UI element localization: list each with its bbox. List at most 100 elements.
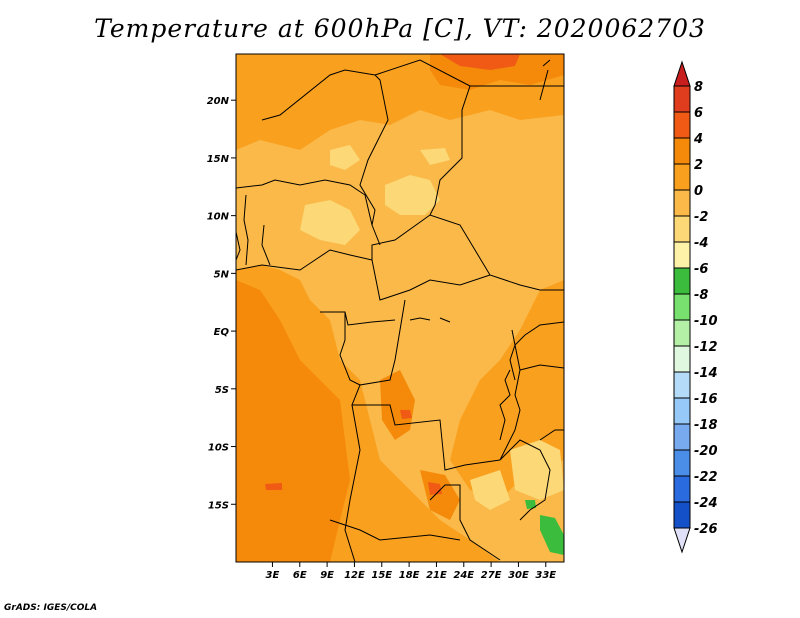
- field-band-minus2-to-0: [420, 148, 450, 165]
- longitude-axis: 3E 6E 9E 12E 15E 18E 21E 24E 27E 30E 33E: [266, 562, 556, 581]
- colorbar-label: -4: [694, 236, 708, 251]
- lon-tick-label: 6E: [293, 570, 307, 581]
- colorbar-label: 8: [694, 80, 703, 95]
- colorbar-label: -24: [694, 496, 718, 511]
- colorbar-label: -6: [694, 262, 708, 277]
- lat-tick-label: 20N: [207, 96, 230, 107]
- colorbar-top-arrow: [673, 60, 691, 87]
- field-band-6-to-8: [440, 54, 520, 70]
- colorbar-swatch: [673, 501, 691, 529]
- latitude-axis: 20N 15N 10N 5N EQ 5S 10S 15S: [207, 96, 236, 511]
- colorbar-label: -22: [694, 470, 718, 485]
- colorbar-label: 4: [693, 132, 703, 147]
- border-line: [243, 194, 249, 266]
- lon-tick-label: 27E: [481, 570, 502, 581]
- colorbar: 8 6 4 2 0 -2 -4 -6 -8 -10 -12 -14 -16 -18 -20 -22 -24 -26: [673, 60, 718, 554]
- colorbar-label: -26: [694, 522, 718, 537]
- border-line: [329, 519, 461, 541]
- border-line: [539, 429, 564, 441]
- colorbar-label: 2: [694, 158, 703, 173]
- colorbar-label: -16: [694, 392, 718, 407]
- colorbar-swatch: [673, 137, 691, 165]
- colorbar-swatch: [673, 267, 691, 295]
- colorbar-swatch: [673, 163, 691, 191]
- border-line: [499, 369, 511, 441]
- lon-tick-label: 21E: [426, 570, 447, 581]
- colorbar-swatch: [673, 111, 691, 139]
- field-band-4-to-6: [236, 280, 350, 562]
- border-line: [339, 312, 361, 386]
- lat-tick-label: 5S: [215, 385, 229, 396]
- lon-tick-label: 24E: [453, 570, 474, 581]
- lat-tick-label: 15S: [208, 500, 229, 511]
- colorbar-swatch: [673, 241, 691, 269]
- lat-tick-label: EQ: [214, 327, 230, 338]
- lon-tick-label: 15E: [371, 570, 392, 581]
- field-band-minus6-to-minus4: [540, 515, 564, 555]
- colorbar-label: -18: [694, 418, 718, 433]
- colorbar-swatch: [673, 189, 691, 217]
- colorbar-label: -14: [694, 366, 718, 381]
- lon-tick-label: 12E: [344, 570, 365, 581]
- field-band-minus2-to-0: [470, 470, 510, 510]
- border-line: [261, 224, 271, 266]
- colorbar-swatch: [673, 215, 691, 243]
- colorbar-swatch: [673, 423, 691, 451]
- colorbar-swatch: [673, 449, 691, 477]
- colorbar-swatch: [673, 319, 691, 347]
- field-band-minus2-to-0: [510, 440, 564, 500]
- border-line: [429, 484, 501, 561]
- lon-tick-label: 18E: [399, 570, 420, 581]
- border-line: [320, 311, 396, 326]
- grads-credit: GrADS: IGES/COLA: [4, 603, 98, 613]
- colorbar-bottom-arrow: [673, 527, 691, 554]
- country-borders: [236, 54, 564, 562]
- border-line: [261, 59, 471, 121]
- colorbar-label: -12: [694, 340, 718, 355]
- border-line: [429, 85, 471, 216]
- border-line: [371, 259, 491, 301]
- field-band-minus6-to-minus4: [525, 500, 536, 509]
- temperature-field: [236, 54, 564, 562]
- colorbar-label: -2: [694, 210, 708, 225]
- field-band-6-to-8: [265, 483, 282, 490]
- colorbar-label: 6: [694, 106, 703, 121]
- border-line: [236, 179, 373, 226]
- colorbar-label: -10: [694, 314, 718, 329]
- field-band-minus2-to-0: [330, 145, 360, 170]
- border-line: [519, 364, 564, 371]
- colorbar-swatch: [673, 345, 691, 373]
- border-line: [236, 231, 241, 261]
- field-band-minus2-to-0: [385, 175, 440, 215]
- border-line: [539, 59, 551, 101]
- border-line: [409, 317, 451, 323]
- colorbar-label: 0: [694, 184, 703, 199]
- field-band-6-to-8: [400, 410, 412, 419]
- colorbar-swatch: [673, 475, 691, 503]
- border-line: [509, 329, 516, 381]
- lon-tick-label: 33E: [535, 570, 556, 581]
- border-line: [351, 299, 501, 471]
- field-band-minus2-to-0: [300, 200, 360, 245]
- colorbar-label: -8: [694, 288, 708, 303]
- lat-tick-label: 10N: [207, 212, 230, 223]
- border-line: [359, 74, 389, 246]
- lat-tick-label: 10S: [208, 443, 229, 454]
- lat-tick-label: 5N: [214, 269, 230, 280]
- map-frame: [235, 53, 565, 563]
- colorbar-swatch: [673, 371, 691, 399]
- lon-tick-label: 9E: [320, 570, 334, 581]
- border-line: [236, 214, 564, 291]
- map-title: Temperature at 600hPa [C], VT: 202006270…: [94, 14, 706, 43]
- field-band-4-to-6: [380, 370, 415, 440]
- colorbar-swatch: [673, 293, 691, 321]
- border-line: [344, 404, 361, 562]
- colorbar-label: -20: [694, 444, 718, 459]
- border-line: [499, 439, 551, 521]
- lat-tick-label: 15N: [207, 154, 230, 165]
- colorbar-swatch: [673, 397, 691, 425]
- lon-tick-label: 3E: [266, 570, 280, 581]
- lon-tick-label: 30E: [508, 570, 529, 581]
- colorbar-swatch: [673, 85, 691, 113]
